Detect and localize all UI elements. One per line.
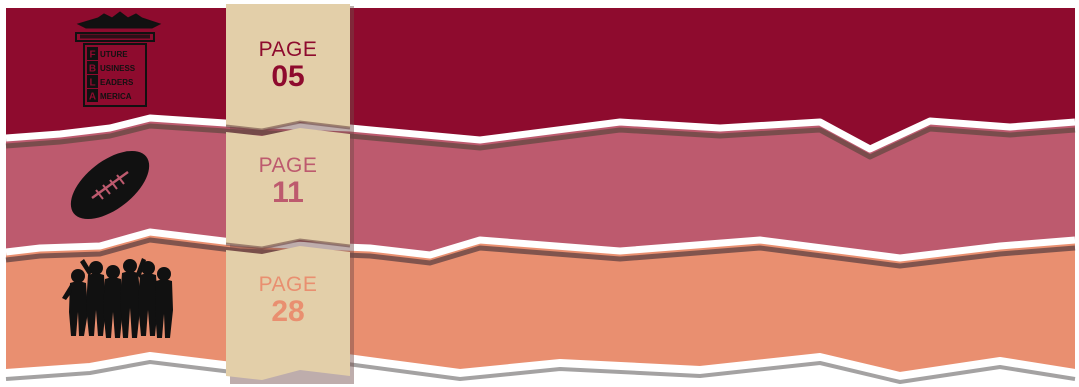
page-link-05[interactable]: PAGE 05: [226, 39, 350, 92]
page-link-11[interactable]: PAGE 11: [226, 155, 350, 208]
page-number: 28: [271, 295, 305, 328]
logo-word-future: UTURE: [100, 50, 128, 59]
logo-letter-l: L: [89, 78, 95, 89]
page-word-label: PAGE: [258, 38, 318, 61]
logo-letter-a: A: [89, 92, 96, 103]
page-number: 11: [272, 176, 304, 209]
logo-word-business: USINESS: [100, 64, 136, 73]
football-icon: [70, 150, 150, 220]
page-word-label: PAGE: [258, 154, 318, 177]
page-ribbon: [225, 4, 354, 384]
page-word-label: PAGE: [258, 273, 318, 296]
logo-word-america: MERICA: [100, 92, 132, 101]
people-silhouette-icon: [62, 258, 173, 338]
page-link-28[interactable]: PAGE 28: [226, 274, 350, 327]
logo-letter-b: B: [89, 64, 96, 75]
fbla-logo-icon: F B L A UTURE USINESS EADERS MERICA: [75, 11, 162, 107]
page-number: 05: [271, 60, 305, 93]
logo-word-leaders: EADERS: [100, 78, 134, 87]
logo-letter-f: F: [89, 50, 95, 61]
